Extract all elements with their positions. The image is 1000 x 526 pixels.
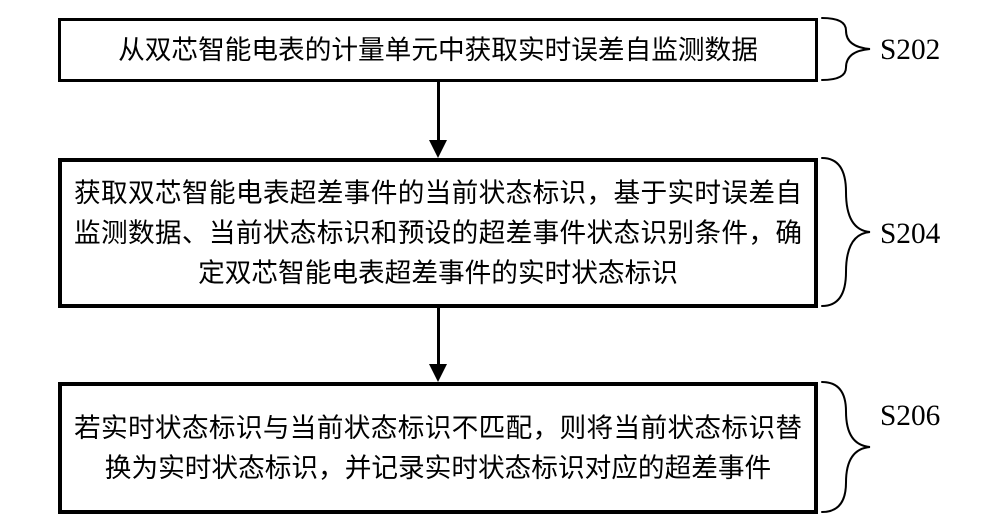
flow-arrow-2-head (429, 364, 447, 382)
brace-s206 (818, 376, 878, 518)
flow-arrow-1-head (429, 140, 447, 158)
brace-s202 (818, 12, 878, 86)
flowchart-canvas: 从双芯智能电表的计量单元中获取实时误差自监测数据 S202 获取双芯智能电表超差… (0, 0, 1000, 526)
flow-step-s202: 从双芯智能电表的计量单元中获取实时误差自监测数据 (58, 18, 818, 82)
flow-arrow-1-line (437, 82, 440, 143)
flow-arrow-2-line (437, 308, 440, 367)
flow-step-s206-text: 若实时状态标识与当前状态标识不匹配，则将当前状态标识替换为实时状态标识，并记录实… (62, 408, 814, 488)
flow-step-s206: 若实时状态标识与当前状态标识不匹配，则将当前状态标识替换为实时状态标识，并记录实… (58, 382, 818, 514)
flow-step-s202-text: 从双芯智能电表的计量单元中获取实时误差自监测数据 (61, 30, 815, 70)
flow-step-s204-text: 获取双芯智能电表超差事件的当前状态标识，基于实时误差自监测数据、当前状态标识和预… (62, 173, 814, 293)
flow-step-label-s206: S206 (880, 400, 940, 433)
flow-step-label-s204: S204 (880, 218, 940, 251)
flow-step-label-s202: S202 (880, 34, 940, 67)
flow-step-s204: 获取双芯智能电表超差事件的当前状态标识，基于实时误差自监测数据、当前状态标识和预… (58, 158, 818, 308)
brace-s204 (818, 152, 878, 312)
